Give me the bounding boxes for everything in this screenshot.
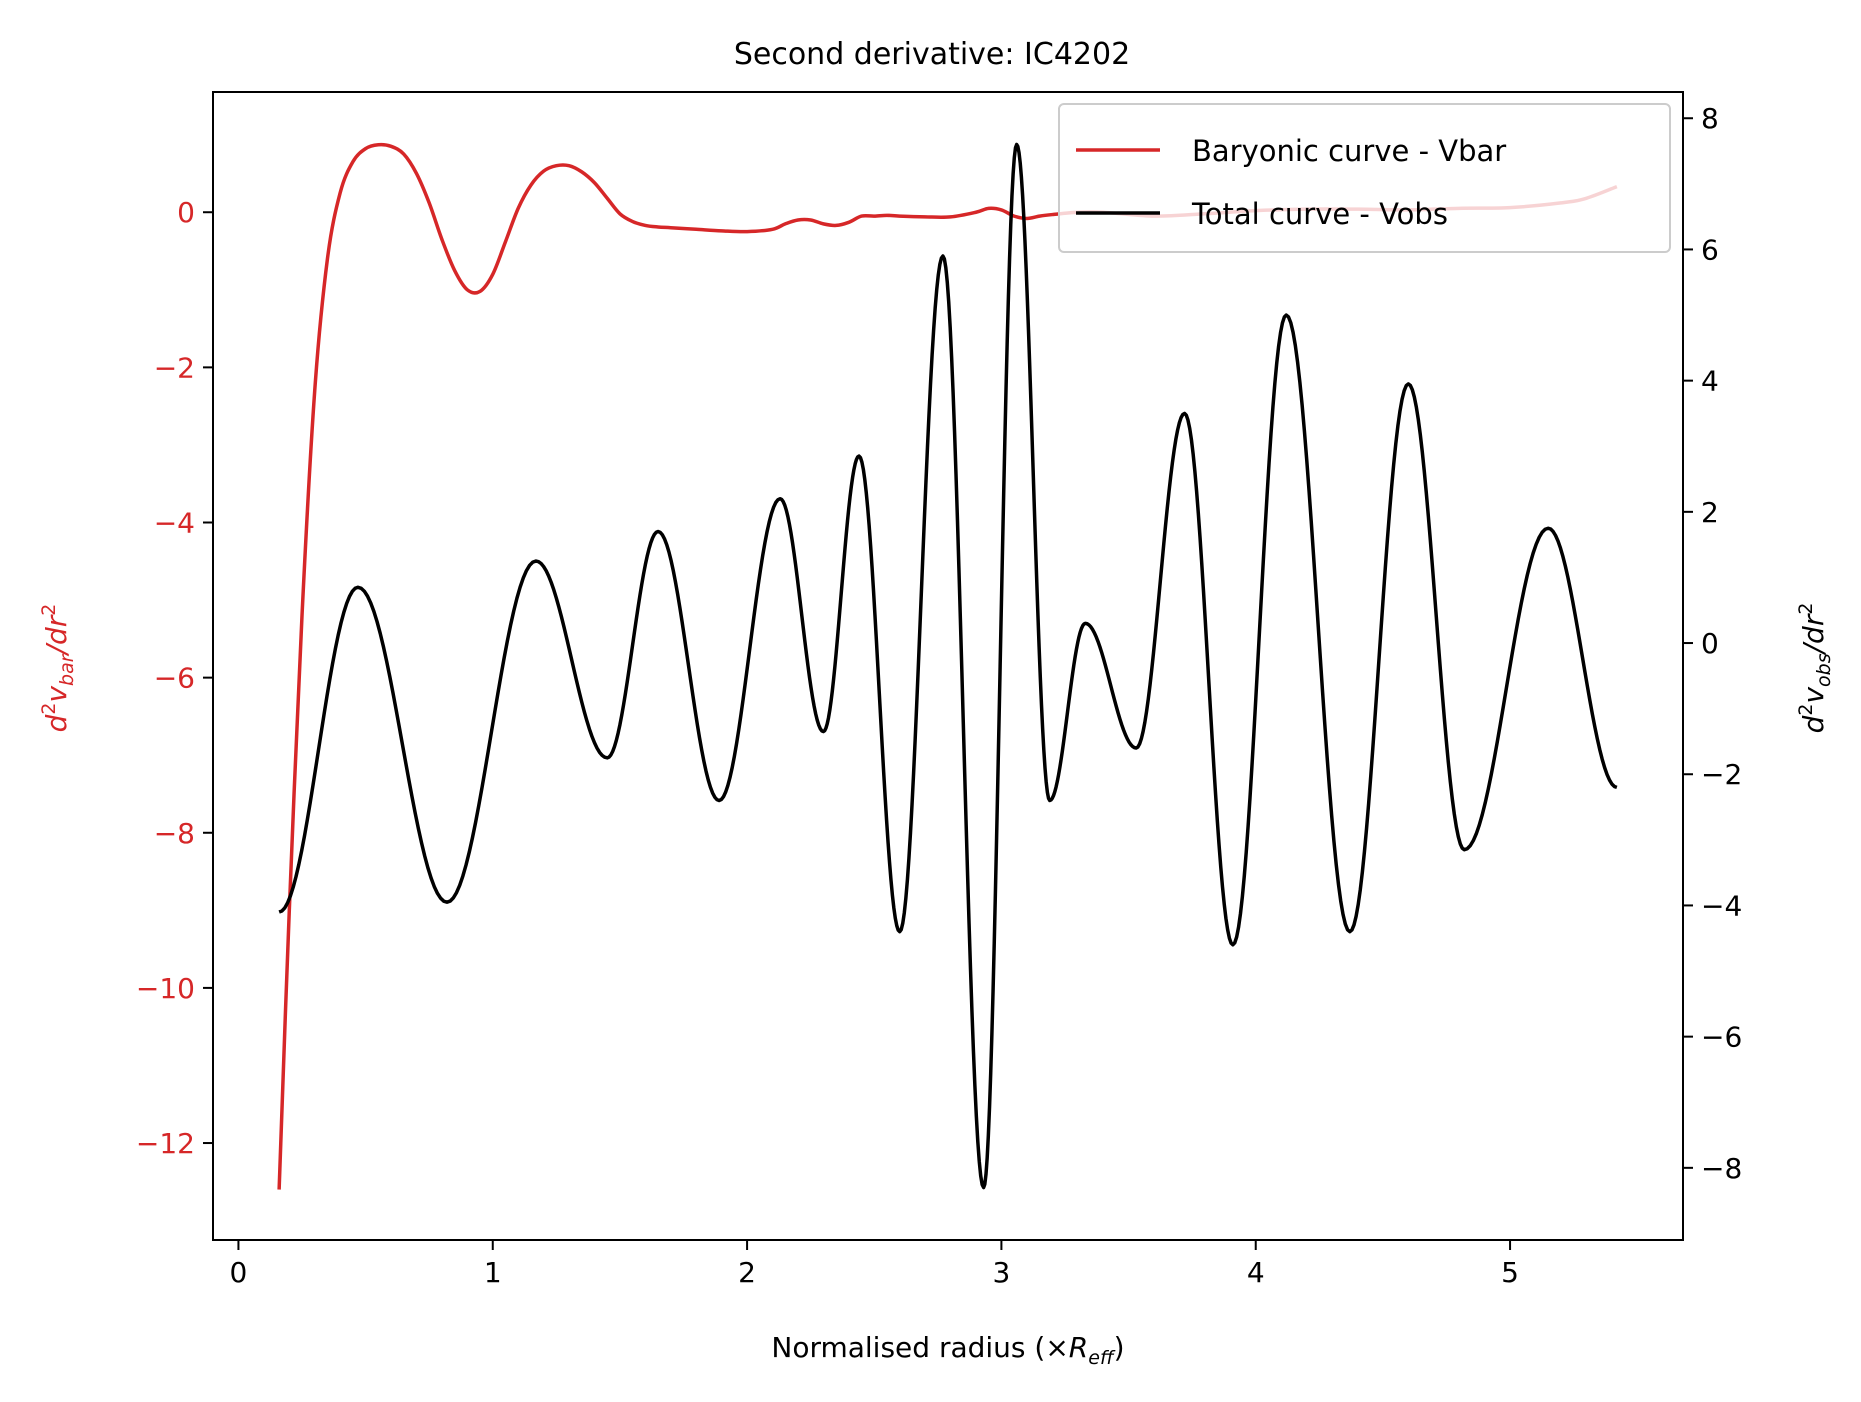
y-right-tick-label: 4 [1701,365,1719,398]
plot-frame [212,91,1684,1241]
legend: Baryonic curve - Vbar Total curve - Vobs [1058,103,1671,253]
y-right-tick-label: −6 [1701,1021,1742,1054]
y-left-tick-label: −4 [154,507,195,540]
x-tick-label: 5 [1501,1256,1519,1289]
y-left-tick-label: −2 [154,351,195,384]
y-right-tick-label: 0 [1701,627,1719,660]
x-axis-label: Normalised radius (×Reff) [771,1331,1124,1369]
y-right-tick-label: −4 [1701,889,1742,922]
legend-box [1058,103,1671,253]
x-tick-label: 4 [1247,1256,1265,1289]
y-axis-left-label: d2vbar/dr2 [38,604,78,733]
y-right-tick-label: 8 [1701,102,1719,135]
y-axis-right-label: d2vobs/dr2 [1795,603,1835,734]
x-tick-label: 0 [230,1256,248,1289]
y-left-tick-label: −12 [136,1127,195,1160]
y-right-tick-label: −2 [1701,758,1742,791]
legend-label-vobs: Total curve - Vobs [1191,197,1448,231]
y-left-tick-label: 0 [177,196,195,229]
series-line-vobs [278,142,1618,1190]
y-axis-left: 0 −2 −4 −6 −8 −10 −12 [136,196,213,1160]
x-axis: 0 1 2 3 4 5 [230,1240,1519,1289]
y-axis-right: 8 6 4 2 0 −2 −4 −6 −8 [1683,102,1742,1185]
y-left-tick-label: −8 [154,817,195,850]
legend-label-vbar: Baryonic curve - Vbar [1192,134,1506,168]
x-tick-label: 1 [484,1256,502,1289]
y-right-tick-label: 6 [1701,233,1719,266]
y-right-tick-label: −8 [1701,1152,1742,1185]
y-right-tick-label: 2 [1701,496,1719,529]
y-left-tick-label: −10 [136,972,195,1005]
x-tick-label: 3 [992,1256,1010,1289]
chart-title: Second derivative: IC4202 [734,37,1130,72]
y-left-tick-label: −6 [154,662,195,695]
x-tick-label: 2 [738,1256,756,1289]
